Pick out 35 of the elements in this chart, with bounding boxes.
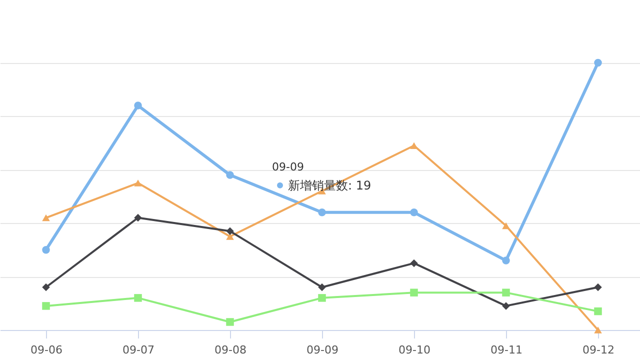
point bbox=[502, 302, 510, 310]
point bbox=[410, 259, 418, 268]
x-tick-label: 09-11 bbox=[490, 344, 522, 356]
point bbox=[594, 58, 602, 67]
point bbox=[502, 288, 510, 296]
point bbox=[226, 227, 234, 235]
point bbox=[226, 171, 234, 179]
point bbox=[502, 256, 510, 264]
point bbox=[134, 214, 142, 222]
x-tick-label: 09-12 bbox=[582, 344, 614, 356]
point bbox=[318, 294, 326, 302]
x-tick-label: 09-09 bbox=[306, 344, 338, 356]
point bbox=[134, 180, 142, 186]
point bbox=[410, 208, 418, 216]
annotation: 09-09 bbox=[272, 160, 304, 174]
x-tick-label: 09-10 bbox=[398, 344, 430, 356]
point bbox=[42, 246, 50, 254]
point bbox=[134, 294, 142, 302]
point bbox=[594, 307, 602, 316]
point bbox=[226, 318, 234, 326]
point bbox=[42, 214, 50, 222]
x-tick-label: 09-06 bbox=[30, 344, 62, 356]
x-tick-label: 09-08 bbox=[214, 344, 246, 356]
point bbox=[594, 326, 602, 334]
point bbox=[318, 208, 326, 216]
point bbox=[318, 283, 326, 292]
point bbox=[226, 233, 234, 240]
point bbox=[42, 283, 50, 292]
point bbox=[134, 102, 142, 110]
point bbox=[42, 302, 50, 310]
point bbox=[594, 283, 602, 292]
point bbox=[410, 288, 418, 296]
point bbox=[502, 222, 510, 230]
point bbox=[410, 142, 418, 149]
x-tick-label: 09-07 bbox=[122, 344, 154, 356]
